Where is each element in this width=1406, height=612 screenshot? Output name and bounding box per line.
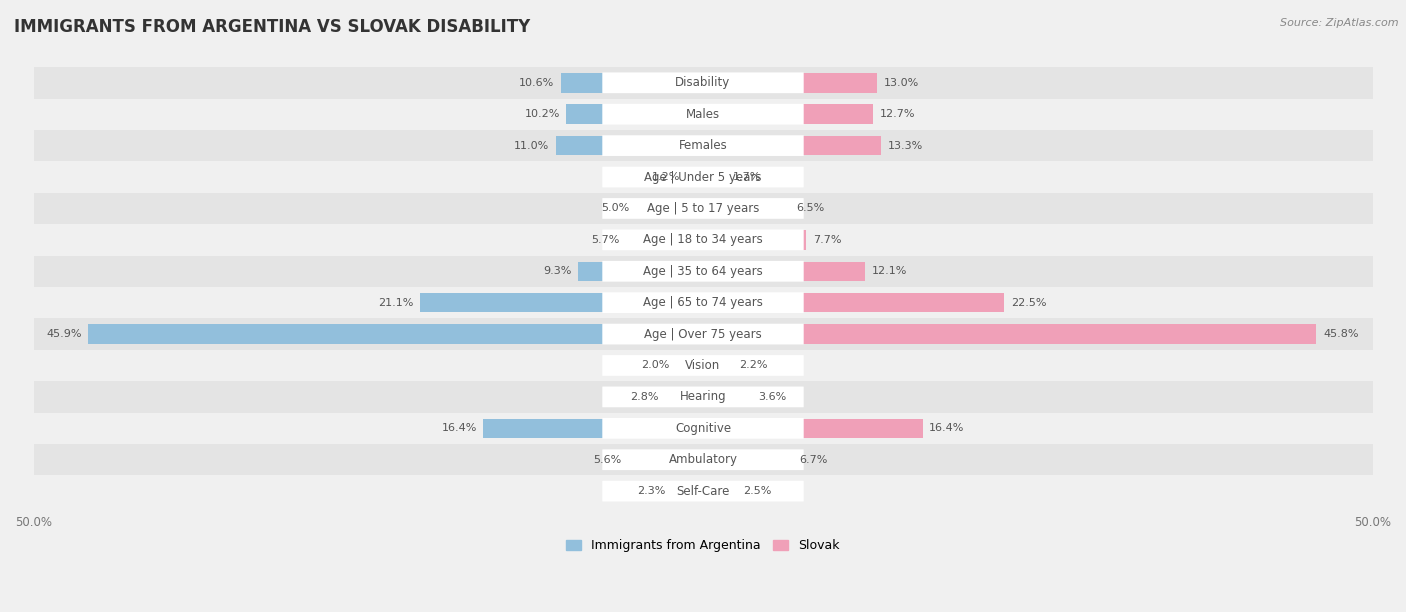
Text: 21.1%: 21.1% <box>378 297 413 308</box>
Text: Age | 18 to 34 years: Age | 18 to 34 years <box>643 233 763 247</box>
Bar <box>567 105 603 124</box>
Text: 1.2%: 1.2% <box>652 172 681 182</box>
FancyBboxPatch shape <box>602 104 804 125</box>
Text: 5.0%: 5.0% <box>602 203 630 214</box>
Text: 16.4%: 16.4% <box>441 424 477 433</box>
Bar <box>803 73 877 92</box>
Bar <box>803 419 922 438</box>
Text: 12.1%: 12.1% <box>872 266 907 276</box>
Text: Age | 5 to 17 years: Age | 5 to 17 years <box>647 202 759 215</box>
Text: 45.8%: 45.8% <box>1323 329 1358 339</box>
FancyBboxPatch shape <box>602 261 804 282</box>
FancyBboxPatch shape <box>602 72 804 93</box>
FancyBboxPatch shape <box>602 481 804 501</box>
Bar <box>34 224 1372 256</box>
Bar <box>420 293 603 312</box>
FancyBboxPatch shape <box>602 355 804 376</box>
Text: Disability: Disability <box>675 76 731 89</box>
Legend: Immigrants from Argentina, Slovak: Immigrants from Argentina, Slovak <box>561 534 845 558</box>
Text: 13.3%: 13.3% <box>887 141 922 151</box>
Bar <box>803 293 1004 312</box>
Text: 3.6%: 3.6% <box>758 392 786 402</box>
Bar <box>34 476 1372 507</box>
Bar <box>34 256 1372 287</box>
Bar <box>803 230 806 250</box>
Bar <box>34 162 1372 193</box>
Text: 6.7%: 6.7% <box>800 455 828 465</box>
Text: 10.6%: 10.6% <box>519 78 554 88</box>
Bar <box>34 130 1372 162</box>
Text: 6.5%: 6.5% <box>797 203 825 214</box>
Bar <box>803 261 865 281</box>
Text: 13.0%: 13.0% <box>884 78 920 88</box>
Text: Age | Under 5 years: Age | Under 5 years <box>644 171 762 184</box>
Text: Females: Females <box>679 139 727 152</box>
Text: 2.3%: 2.3% <box>637 486 665 496</box>
Text: Ambulatory: Ambulatory <box>668 453 738 466</box>
Bar <box>555 136 603 155</box>
FancyBboxPatch shape <box>602 135 804 156</box>
Bar <box>34 193 1372 224</box>
Bar <box>89 324 603 344</box>
Bar <box>34 99 1372 130</box>
FancyBboxPatch shape <box>602 166 804 187</box>
Text: 45.9%: 45.9% <box>46 329 82 339</box>
Bar <box>34 412 1372 444</box>
Text: 12.7%: 12.7% <box>880 109 915 119</box>
Text: 11.0%: 11.0% <box>513 141 548 151</box>
Bar <box>803 105 873 124</box>
FancyBboxPatch shape <box>602 324 804 345</box>
Text: 9.3%: 9.3% <box>543 266 572 276</box>
Bar <box>803 324 1316 344</box>
FancyBboxPatch shape <box>602 449 804 470</box>
Text: 7.7%: 7.7% <box>813 235 841 245</box>
Text: Males: Males <box>686 108 720 121</box>
Text: Hearing: Hearing <box>679 390 727 403</box>
Bar <box>34 381 1372 412</box>
Text: 2.8%: 2.8% <box>630 392 659 402</box>
Text: 5.6%: 5.6% <box>593 455 621 465</box>
Bar <box>803 136 882 155</box>
Text: Age | Over 75 years: Age | Over 75 years <box>644 327 762 341</box>
Text: Self-Care: Self-Care <box>676 485 730 498</box>
Text: 5.7%: 5.7% <box>592 235 620 245</box>
Text: Vision: Vision <box>685 359 721 372</box>
FancyBboxPatch shape <box>602 387 804 407</box>
Bar <box>34 318 1372 350</box>
Text: 2.0%: 2.0% <box>641 360 669 370</box>
Text: Cognitive: Cognitive <box>675 422 731 435</box>
Bar <box>484 419 603 438</box>
FancyBboxPatch shape <box>602 198 804 219</box>
Text: Age | 65 to 74 years: Age | 65 to 74 years <box>643 296 763 309</box>
Bar <box>34 287 1372 318</box>
Text: 16.4%: 16.4% <box>929 424 965 433</box>
Text: 2.5%: 2.5% <box>744 486 772 496</box>
Bar <box>578 261 603 281</box>
Text: 10.2%: 10.2% <box>524 109 560 119</box>
Bar <box>34 444 1372 476</box>
FancyBboxPatch shape <box>602 230 804 250</box>
Bar <box>34 67 1372 99</box>
Text: IMMIGRANTS FROM ARGENTINA VS SLOVAK DISABILITY: IMMIGRANTS FROM ARGENTINA VS SLOVAK DISA… <box>14 18 530 36</box>
FancyBboxPatch shape <box>602 418 804 439</box>
Bar <box>561 73 603 92</box>
Bar <box>34 350 1372 381</box>
Text: 22.5%: 22.5% <box>1011 297 1046 308</box>
Text: Source: ZipAtlas.com: Source: ZipAtlas.com <box>1281 18 1399 28</box>
Text: 1.7%: 1.7% <box>733 172 761 182</box>
Text: Age | 35 to 64 years: Age | 35 to 64 years <box>643 265 763 278</box>
Text: 2.2%: 2.2% <box>740 360 768 370</box>
FancyBboxPatch shape <box>602 293 804 313</box>
